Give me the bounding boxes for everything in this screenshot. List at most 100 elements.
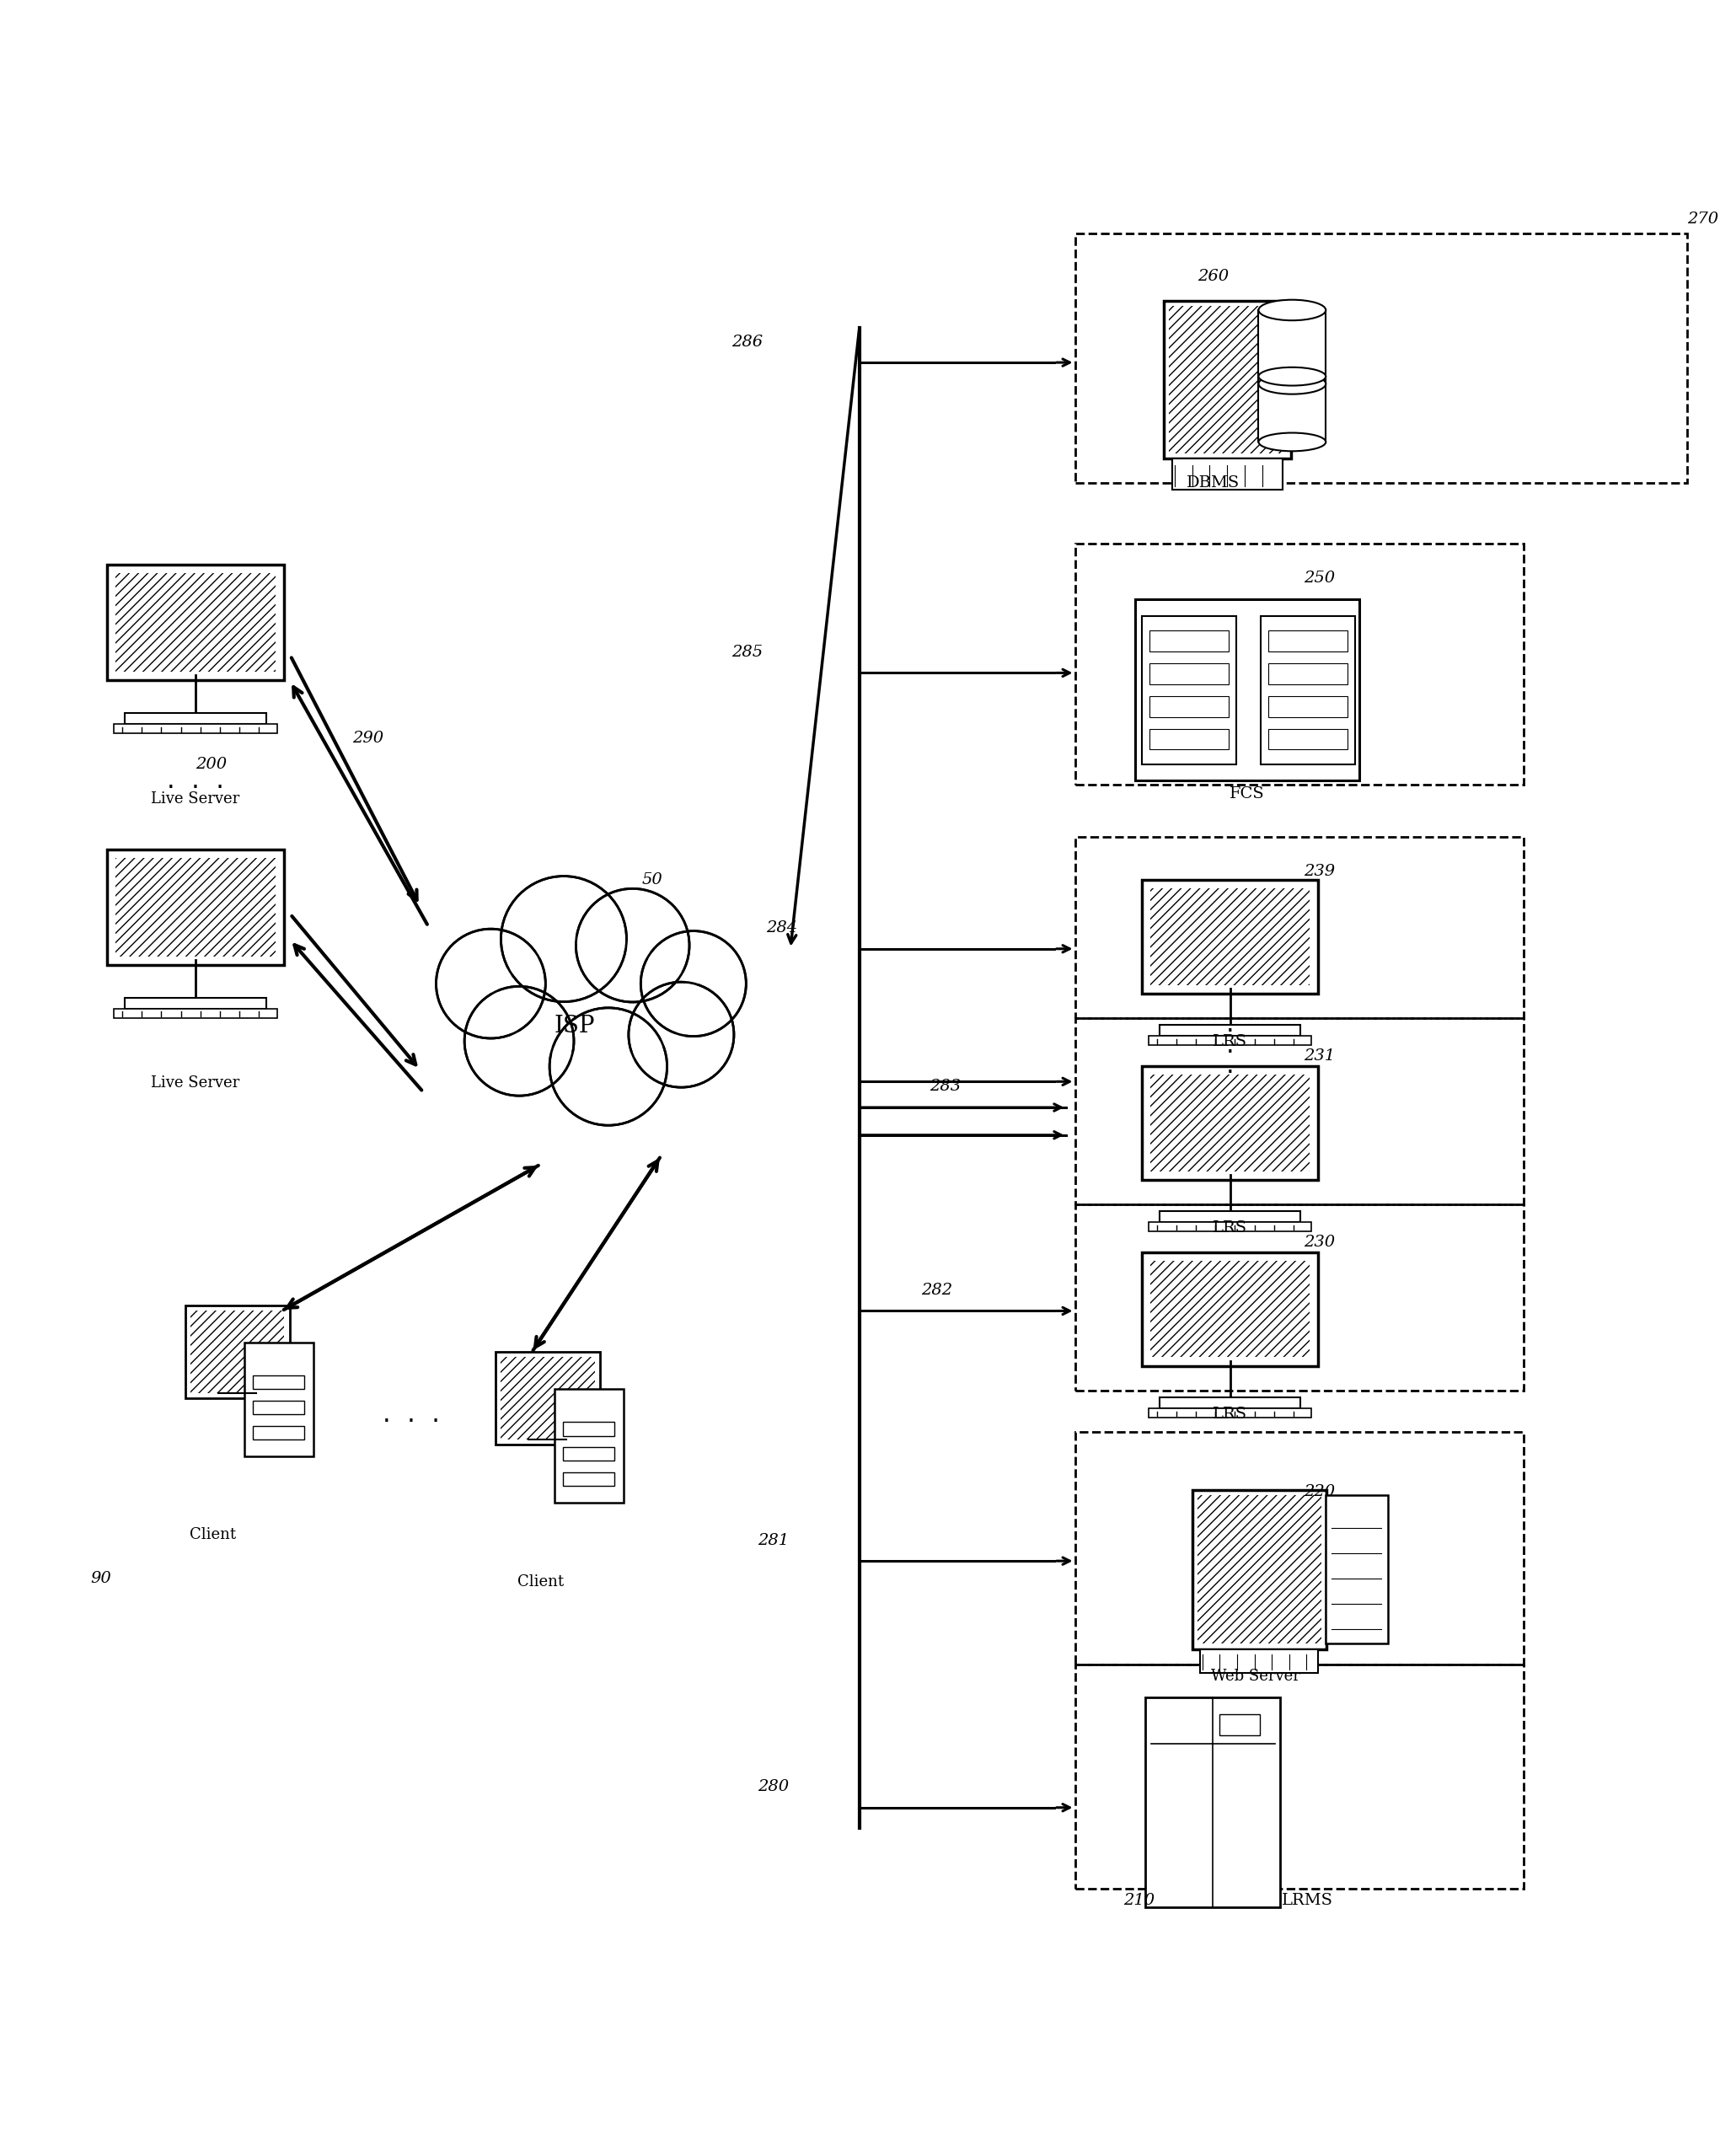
Bar (1149, 1035, 1312, 1046)
Text: .: . (1226, 1055, 1234, 1078)
Text: 285: 285 (731, 644, 762, 659)
Bar (1220, 1713, 1260, 1735)
Circle shape (576, 888, 689, 1001)
Circle shape (436, 928, 545, 1037)
Text: 210: 210 (1123, 1893, 1154, 1908)
Ellipse shape (1259, 432, 1326, 451)
Text: LRMS: LRMS (1283, 1893, 1333, 1908)
Bar (253, 1401, 304, 1414)
Bar (1151, 1262, 1309, 1358)
Bar (495, 1352, 601, 1444)
Bar (1146, 1696, 1279, 1908)
Bar (186, 1305, 290, 1399)
Bar (108, 565, 283, 680)
Bar (253, 1427, 304, 1440)
Bar (1163, 302, 1290, 458)
Bar (191, 1311, 285, 1392)
Bar (1269, 729, 1347, 749)
Text: LRS: LRS (1213, 1221, 1248, 1236)
Bar (1149, 695, 1229, 717)
Text: .: . (1226, 1033, 1234, 1057)
Bar (1168, 306, 1285, 453)
Circle shape (628, 982, 734, 1087)
Text: .  .  .: . . . (382, 1403, 439, 1427)
Bar (108, 849, 283, 965)
Text: FCS: FCS (1229, 785, 1266, 802)
Bar (1259, 376, 1326, 443)
Bar (191, 1311, 285, 1392)
Ellipse shape (1259, 374, 1326, 394)
Bar (1160, 1211, 1300, 1221)
Bar (1151, 888, 1309, 984)
Bar (1269, 663, 1347, 684)
Bar (1149, 729, 1229, 749)
Bar (1142, 879, 1318, 992)
Text: 239: 239 (1304, 864, 1335, 879)
Text: .: . (1226, 1012, 1234, 1037)
Text: 220: 220 (1304, 1484, 1335, 1499)
Circle shape (502, 877, 627, 1001)
Text: Web Server: Web Server (1212, 1668, 1300, 1683)
Bar (116, 573, 276, 672)
Text: Live Server: Live Server (151, 791, 240, 806)
Ellipse shape (1259, 368, 1326, 385)
Text: ISP: ISP (554, 1016, 595, 1037)
Text: 270: 270 (1687, 212, 1719, 227)
Text: LRS: LRS (1213, 1407, 1248, 1422)
Bar (125, 712, 266, 725)
Bar (1151, 1074, 1309, 1170)
Text: Live Server: Live Server (151, 1076, 240, 1091)
Bar (1198, 1495, 1321, 1645)
Bar (1269, 695, 1347, 717)
Bar (1193, 1491, 1326, 1649)
Ellipse shape (1259, 299, 1326, 321)
Text: 286: 286 (731, 334, 762, 349)
Circle shape (641, 930, 746, 1035)
Text: .  .  .: . . . (167, 768, 224, 794)
Text: 260: 260 (1198, 270, 1229, 284)
Text: 90: 90 (90, 1570, 111, 1585)
Bar (562, 1448, 615, 1461)
Text: 230: 230 (1304, 1234, 1335, 1249)
Text: 200: 200 (196, 757, 227, 772)
Text: 290: 290 (352, 732, 384, 747)
Bar (1149, 1407, 1312, 1418)
Text: 50: 50 (642, 873, 663, 888)
Text: Client: Client (517, 1574, 564, 1589)
Bar (556, 1388, 623, 1504)
Bar (1075, 1664, 1522, 1889)
Bar (1075, 836, 1522, 1018)
Bar (1075, 233, 1687, 483)
Circle shape (465, 986, 575, 1095)
Bar (562, 1472, 615, 1487)
Bar (1151, 1074, 1309, 1170)
Bar (116, 858, 276, 956)
Bar (1142, 1253, 1318, 1367)
Bar (245, 1343, 312, 1457)
Text: 281: 281 (757, 1534, 788, 1549)
Bar (1168, 306, 1285, 453)
Bar (500, 1356, 595, 1440)
Bar (1142, 616, 1236, 764)
Bar (253, 1375, 304, 1388)
Text: LRS: LRS (1213, 1035, 1248, 1050)
Bar (115, 1010, 278, 1018)
Bar (1201, 1649, 1318, 1673)
Circle shape (550, 1007, 667, 1125)
Bar (1172, 458, 1283, 490)
Bar (1149, 1221, 1312, 1232)
Bar (1075, 543, 1522, 785)
Bar (116, 858, 276, 956)
Bar (115, 725, 278, 734)
Bar (116, 573, 276, 672)
Text: 250: 250 (1304, 571, 1335, 586)
Bar (1149, 631, 1229, 652)
Bar (1075, 1018, 1522, 1204)
Text: 283: 283 (930, 1080, 962, 1095)
Bar (125, 997, 266, 1010)
Text: Client: Client (189, 1527, 236, 1542)
Bar (1075, 1204, 1522, 1390)
Text: DBMS: DBMS (1186, 475, 1240, 490)
Bar (1075, 1431, 1522, 1664)
Text: 231: 231 (1304, 1048, 1335, 1063)
